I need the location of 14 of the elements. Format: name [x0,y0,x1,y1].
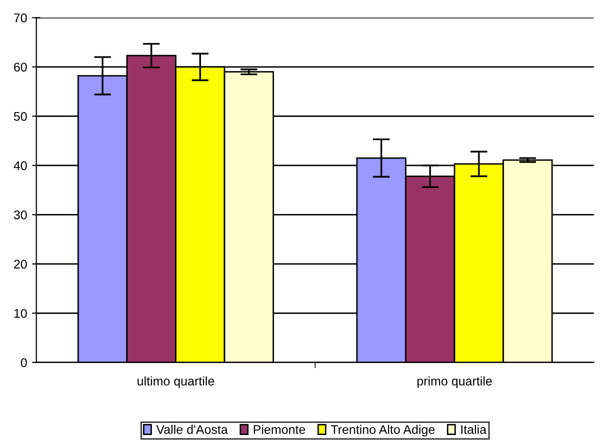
x-tick-label: primo quartile [417,376,492,388]
y-tick-label: 10 [14,308,27,318]
y-tick-label: 60 [14,62,27,72]
y-tick-label: 0 [20,358,27,368]
y-tick-label: 20 [14,260,27,269]
y-tick-label: 50 [14,112,27,121]
legend-label: Valle d'Aosta [156,424,228,434]
y-tick-label: 40 [14,161,27,170]
legend-label: Piemonte [254,424,306,434]
legend-label: Trentino Alto Adige [330,424,435,436]
legend-label: Italia [461,424,487,434]
y-tick-label: 70 [14,13,27,22]
y-tick-label: 30 [14,210,27,220]
x-tick-label: ultimo quartile [138,376,214,388]
